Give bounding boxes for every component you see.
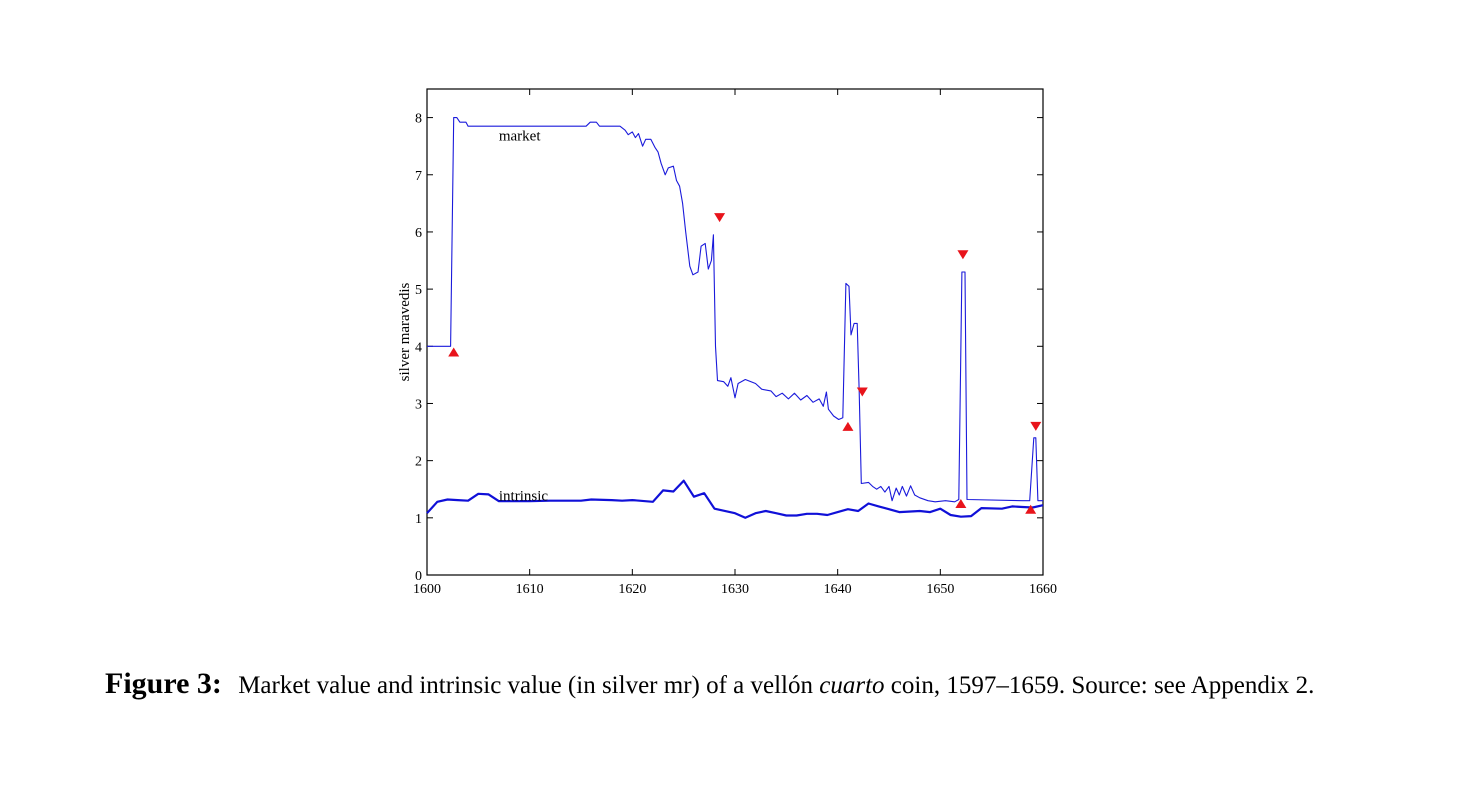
- y-tick-label: 2: [415, 455, 422, 470]
- chart: 1600 1610 1620 1630 1640 1650 1660 0 1 2 3 4 5 6 7 8 mar…: [397, 88, 1057, 597]
- triangle-marker-up: [842, 421, 854, 431]
- x-tick-label: 1600: [413, 582, 441, 597]
- y-axis-label: silver maravedis: [397, 282, 413, 381]
- figure-label: Figure 3:: [105, 667, 222, 700]
- y-tick-label: 5: [415, 283, 422, 298]
- x-tick-label: 1630: [721, 582, 749, 597]
- series-line-intrinsic: [426, 479, 1044, 519]
- y-tick-label: 1: [415, 512, 422, 527]
- series-annotation-intrinsic: intrinsic: [499, 489, 549, 505]
- y-tick-label: 8: [415, 112, 422, 127]
- x-tick-label: 1640: [824, 582, 852, 597]
- triangle-marker-up: [955, 499, 967, 509]
- y-tick-label: 4: [415, 340, 422, 355]
- y-tick-label: 7: [415, 169, 422, 184]
- y-tick-label: 6: [415, 226, 422, 241]
- triangle-marker-down: [957, 250, 969, 260]
- x-tick-label: 1660: [1029, 582, 1057, 597]
- triangle-marker-up: [448, 347, 460, 357]
- triangle-marker-up: [1025, 504, 1037, 514]
- caption-text-after: coin, 1597–1659. Source: see Appendix 2.: [884, 672, 1315, 699]
- series-line-market: [427, 117, 1043, 503]
- x-tick-label: 1650: [926, 582, 954, 597]
- x-tick-label: 1620: [618, 582, 646, 597]
- plot-area: 1600 1610 1620 1630 1640 1650 1660 0 1 2 3 4 5 6 7 8 mar…: [413, 88, 1057, 597]
- triangle-marker-down: [1030, 421, 1042, 431]
- series-annotation-market: market: [499, 128, 541, 144]
- triangle-marker-down: [856, 387, 868, 397]
- y-tick-label: 3: [415, 397, 422, 412]
- x-tick-label: 1610: [516, 582, 544, 597]
- caption-text-italic: cuarto: [819, 672, 885, 699]
- y-tick-label: 0: [415, 569, 422, 584]
- triangle-marker-down: [714, 213, 726, 223]
- caption-text-before: Market value and intrinsic value (in sil…: [238, 672, 820, 699]
- figure-caption: Figure 3: Market value and intrinsic val…: [105, 667, 1375, 700]
